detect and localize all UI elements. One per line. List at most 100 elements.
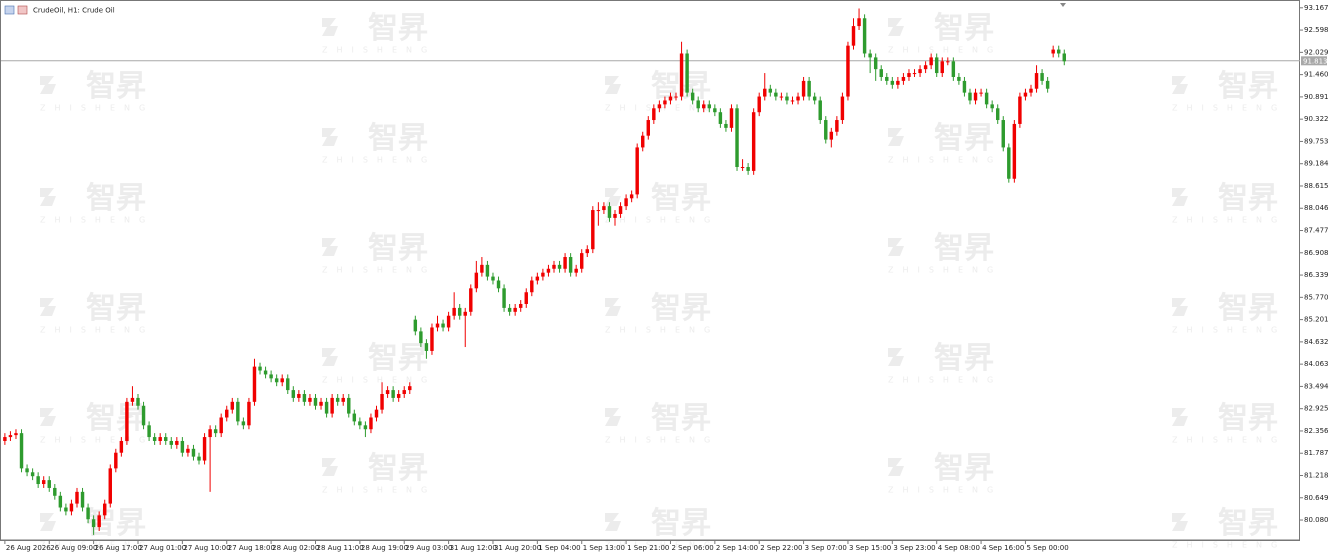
- candle-body: [202, 437, 207, 461]
- candle-body: [125, 401, 129, 441]
- x-tick-label: 4 Sep 16:00: [982, 544, 1024, 552]
- candle-body: [324, 401, 329, 414]
- candle-body: [8, 435, 13, 438]
- icon: [4, 5, 15, 15]
- x-tick-label: 28 Aug 02:00: [272, 544, 319, 552]
- candle-body: [829, 131, 834, 140]
- candle-body: [335, 397, 340, 402]
- watermark-text: 智昇: [86, 292, 146, 325]
- candle-body: [951, 61, 956, 77]
- candle-body: [835, 120, 839, 132]
- candle-body: [646, 120, 651, 136]
- watermark-subtext: ZHISHENG: [322, 266, 436, 275]
- candle-body: [857, 18, 861, 27]
- candle-body: [885, 76, 889, 81]
- candle-body: [751, 112, 756, 171]
- candle-body: [247, 401, 251, 426]
- x-tick-label: 2 Sep 22:00: [760, 544, 802, 552]
- candle-body: [141, 405, 146, 426]
- candle-body: [374, 409, 379, 418]
- candle-body: [213, 429, 218, 434]
- candle-body: [740, 166, 745, 168]
- candle-body: [1040, 73, 1044, 81]
- candle-body: [568, 257, 573, 273]
- watermark-logo: [1172, 76, 1188, 94]
- watermark-text: 智昇: [368, 342, 428, 375]
- candle-body: [97, 515, 101, 528]
- x-tick-label: 1 Sep 13:00: [583, 544, 625, 552]
- y-tick-label: 86.339: [1304, 271, 1329, 279]
- candle-body: [641, 135, 645, 148]
- y-tick-label: 89.184: [1304, 160, 1329, 168]
- candle-body: [635, 147, 639, 195]
- candle-body: [86, 507, 90, 520]
- watermark-logo: [40, 76, 56, 94]
- candle-body: [591, 210, 595, 250]
- watermark-subtext: ZHISHENG: [322, 46, 436, 55]
- candle-body: [225, 409, 229, 418]
- candle-body: [286, 378, 290, 391]
- watermark-subtext: ZHISHENG: [605, 216, 719, 225]
- watermark-text: 智昇: [1218, 292, 1278, 325]
- candle-body: [280, 378, 284, 383]
- candle-body: [147, 425, 151, 438]
- candle-body: [713, 108, 717, 113]
- candle-body: [430, 327, 434, 351]
- current-price-label: 91.813: [1303, 57, 1328, 65]
- watermark-logo: [605, 408, 621, 426]
- candle-body: [607, 206, 612, 218]
- candle-body: [446, 315, 451, 328]
- watermark-subtext: ZHISHENG: [40, 436, 154, 445]
- watermark-logo: [888, 458, 904, 476]
- candle-body: [496, 280, 501, 289]
- watermark-logo: [40, 513, 56, 531]
- watermark-text: 智昇: [368, 122, 428, 155]
- candle-body: [491, 276, 495, 281]
- candle-body: [873, 57, 878, 70]
- watermark-logo: [605, 188, 621, 206]
- candle-body: [91, 519, 96, 528]
- x-tick-label: 1 Sep 21:00: [627, 544, 669, 552]
- watermark-subtext: ZHISHENG: [1172, 326, 1286, 335]
- candle-body: [358, 421, 362, 426]
- candle-body: [663, 100, 667, 105]
- candle-body: [1029, 88, 1033, 93]
- candle-body: [53, 487, 57, 496]
- candle-body: [613, 213, 617, 218]
- candle-body: [1018, 96, 1022, 124]
- watermark-text: 智昇: [86, 402, 146, 435]
- watermark-subtext: ZHISHENG: [1172, 104, 1286, 113]
- y-tick-label: 81.787: [1304, 449, 1329, 457]
- candle-body: [901, 76, 906, 81]
- candle-body: [75, 491, 79, 504]
- watermark-text: 智昇: [86, 70, 146, 103]
- candle-body: [230, 401, 235, 410]
- candle-body: [469, 288, 473, 312]
- watermark-text: 智昇: [1218, 507, 1278, 540]
- x-tick-label: 26 Aug 17:00: [95, 544, 142, 552]
- candle-body: [119, 440, 124, 453]
- watermark-logo: [322, 128, 338, 146]
- candle-body: [524, 292, 528, 304]
- candle-body: [868, 53, 872, 58]
- x-tick-label: 29 Aug 03:00: [405, 544, 452, 552]
- candle-body: [136, 397, 140, 406]
- candle-body: [269, 374, 273, 379]
- x-tick-label: 1 Sep 04:00: [538, 544, 580, 552]
- watermark-logo: [1172, 513, 1188, 531]
- watermark-text: 智昇: [1218, 70, 1278, 103]
- candle-body: [274, 378, 279, 383]
- y-tick-label: 87.477: [1304, 227, 1329, 235]
- candle-body: [1062, 53, 1066, 62]
- candle-body: [474, 272, 479, 289]
- watermark-logo: [40, 298, 56, 316]
- candle-body: [252, 366, 257, 402]
- candle-body: [535, 276, 540, 281]
- x-tick-label: 28 Aug 19:00: [361, 544, 408, 552]
- icon: [17, 5, 28, 15]
- watermark-text: 智昇: [934, 342, 994, 375]
- x-tick-label: 28 Aug 11:00: [316, 544, 363, 552]
- candle-body: [763, 88, 767, 97]
